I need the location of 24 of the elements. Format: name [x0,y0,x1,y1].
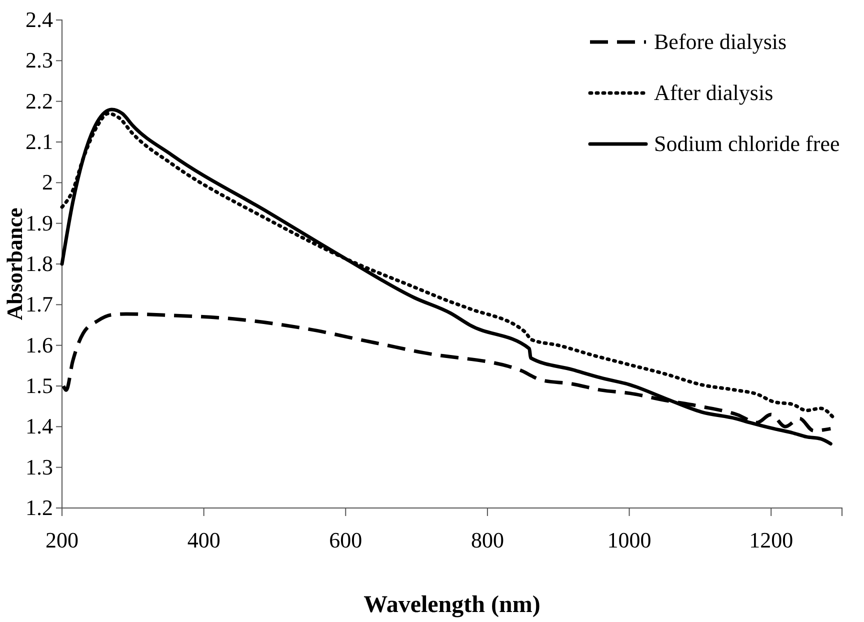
y-tick-label: 2.2 [26,88,53,114]
y-tick-label: 2 [42,170,53,195]
legend-label: Before dialysis [654,29,787,54]
y-tick-label: 1.6 [26,332,53,358]
y-tick-label: 1.4 [26,414,53,439]
y-tick-label: 1.5 [26,373,53,398]
x-tick-label: 400 [187,528,220,553]
y-tick-label: 2.3 [26,48,53,73]
y-tick-label: 1.2 [26,495,53,520]
y-tick-label: 2.4 [26,7,53,32]
y-tick-label: 1.9 [26,210,53,236]
legend-label: Sodium chloride free [654,131,840,156]
y-tick-label: 1.7 [26,292,53,317]
legend-label: After dialysis [654,80,774,105]
x-tick-label: 1000 [607,528,652,553]
y-tick-label: 1.8 [26,251,53,276]
y-tick-label: 2.1 [26,129,53,154]
x-tick-label: 1200 [749,528,794,553]
y-tick-label: 1.3 [26,454,53,480]
x-tick-label: 600 [329,528,362,553]
x-tick-label: 800 [470,528,504,553]
x-tick-label: 200 [46,528,78,553]
x-axis-title: Wavelength (nm) [364,592,540,618]
y-axis-title: Absorbance [2,208,27,320]
